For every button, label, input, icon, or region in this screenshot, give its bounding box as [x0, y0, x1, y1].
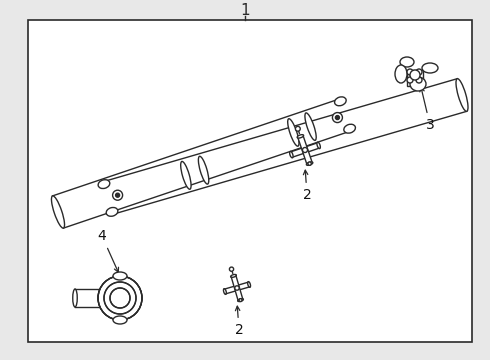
Ellipse shape [223, 289, 226, 294]
Polygon shape [291, 143, 319, 157]
Ellipse shape [306, 162, 313, 165]
Circle shape [407, 69, 413, 75]
Ellipse shape [73, 289, 77, 307]
Circle shape [336, 116, 340, 120]
Polygon shape [231, 275, 243, 301]
Ellipse shape [410, 77, 426, 91]
Ellipse shape [290, 152, 293, 158]
Ellipse shape [422, 63, 438, 73]
Ellipse shape [335, 97, 346, 106]
Ellipse shape [305, 113, 316, 140]
Ellipse shape [51, 196, 65, 228]
Circle shape [116, 193, 120, 197]
Circle shape [229, 267, 234, 271]
Text: 3: 3 [420, 87, 434, 132]
Ellipse shape [231, 274, 236, 277]
Circle shape [302, 148, 308, 153]
Ellipse shape [181, 161, 191, 189]
Bar [28, 20, 472, 342]
Ellipse shape [238, 299, 244, 302]
Ellipse shape [456, 78, 468, 111]
Ellipse shape [113, 272, 127, 280]
Circle shape [235, 286, 239, 290]
Circle shape [407, 77, 413, 83]
Text: 4: 4 [98, 229, 119, 272]
Circle shape [332, 113, 343, 122]
Circle shape [113, 190, 122, 200]
Ellipse shape [106, 207, 118, 216]
Ellipse shape [395, 65, 407, 83]
Ellipse shape [247, 282, 250, 287]
Ellipse shape [400, 57, 414, 67]
Ellipse shape [113, 316, 127, 324]
Ellipse shape [317, 142, 320, 149]
Text: 1: 1 [240, 3, 250, 18]
Circle shape [416, 69, 422, 75]
Text: 2: 2 [303, 170, 311, 202]
Circle shape [239, 299, 242, 302]
Circle shape [410, 70, 420, 80]
Circle shape [308, 162, 311, 165]
Polygon shape [224, 282, 250, 294]
Polygon shape [298, 135, 312, 165]
Ellipse shape [98, 180, 110, 189]
Text: 2: 2 [235, 306, 244, 337]
Polygon shape [407, 70, 423, 86]
Ellipse shape [297, 135, 304, 138]
Circle shape [98, 276, 142, 320]
Circle shape [295, 126, 300, 131]
Ellipse shape [198, 156, 209, 184]
Circle shape [416, 77, 422, 83]
Ellipse shape [344, 124, 355, 133]
Ellipse shape [288, 119, 299, 146]
